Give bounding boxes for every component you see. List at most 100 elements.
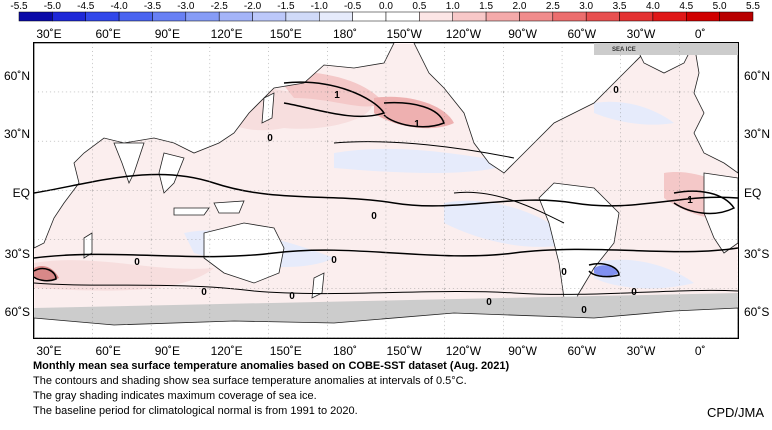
colorbar-swatch (152, 11, 187, 22)
sst-anomaly-map: 1 1 0 0 0 1 0 0 0 0 0 0 0 0 (33, 42, 739, 339)
colorbar-tick-label: -4.0 (110, 1, 128, 12)
colorbar-swatch (552, 11, 587, 22)
colorbar-swatch (85, 11, 120, 22)
colorbar-tick-label: 2.5 (546, 1, 560, 12)
colorbar-tick-label: -5.0 (44, 1, 62, 12)
longitude-label: 120˚W (445, 344, 482, 358)
longitude-label: 90˚E (154, 27, 181, 41)
longitude-label: 120˚E (210, 27, 243, 41)
longitude-label: 150˚W (386, 27, 422, 41)
colorbar-tick-label: -2.5 (211, 1, 229, 12)
contour-value-label: 0 (331, 255, 337, 266)
colorbar-tick-label: -0.5 (344, 1, 362, 12)
contour-value-label: 1 (334, 90, 340, 101)
colorbar-swatch (252, 11, 287, 22)
colorbar-swatch (485, 11, 520, 22)
colorbar-tick-label: 2.0 (513, 1, 527, 12)
colorbar-tick-label: 5.0 (713, 1, 727, 12)
latitude-label: 30˚S (744, 247, 770, 261)
colorbar-tick-label: 1.0 (446, 1, 460, 12)
map-caption: Monthly mean sea surface temperature ano… (33, 359, 509, 419)
caption-line-2: The gray shading indicates maximum cover… (33, 390, 317, 402)
colorbar-tick-label: -2.0 (244, 1, 262, 12)
longitude-label: 60˚E (95, 344, 121, 358)
colorbar-tick-label: -3.0 (177, 1, 195, 12)
contour-value-label: 0 (581, 305, 587, 316)
caption-line-3: The baseline period for climatological n… (33, 405, 358, 417)
longitude-label: 180˚ (332, 344, 358, 358)
colorbar-swatch (185, 11, 220, 22)
longitude-label: 60˚W (567, 27, 597, 41)
longitude-label: 60˚E (95, 27, 121, 41)
latitude-label: 30˚N (744, 127, 771, 141)
colorbar-swatch (319, 11, 353, 22)
colorbar-swatch (18, 11, 53, 22)
colorbar-swatch (218, 11, 253, 22)
longitude-label: 120˚W (445, 27, 482, 41)
contour-value-label: 1 (687, 195, 693, 206)
colorbar-tick-label: 3.0 (579, 1, 593, 12)
colorbar-tick-label: -5.5 (10, 1, 28, 12)
colorbar-tick-label: 3.5 (613, 1, 627, 12)
contour-value-label: 0 (134, 257, 140, 268)
longitude-label: 150˚W (386, 344, 422, 358)
contour-value-label: 0 (201, 287, 207, 298)
latitude-label: 30˚N (3, 127, 30, 141)
sea-ice-label: SEA ICE (612, 47, 636, 53)
colorbar-swatch (352, 11, 387, 22)
latitude-label: EQ (744, 186, 762, 200)
colorbar-tick-label: 4.5 (679, 1, 693, 12)
caption-line-1: The contours and shading show sea surfac… (33, 375, 467, 387)
colorbar-swatch (52, 11, 86, 22)
longitude-label: 30˚E (36, 27, 62, 41)
graticule (34, 43, 738, 338)
longitude-label: 0˚ (694, 27, 706, 41)
longitude-label: 120˚E (210, 344, 243, 358)
longitude-label: 90˚E (154, 344, 181, 358)
colorbar-tick-label: -1.5 (277, 1, 295, 12)
longitude-label: 0˚ (694, 344, 706, 358)
contour-value-label: 0 (486, 297, 492, 308)
colorbar-swatch (385, 11, 420, 22)
colorbar-swatch (719, 11, 754, 22)
contour-value-label: 0 (561, 267, 567, 278)
colorbar-swatch (519, 11, 554, 22)
longitude-label: 180˚ (332, 27, 358, 41)
longitude-label: 60˚W (567, 344, 597, 358)
contour-value-label: 0 (289, 291, 295, 302)
colorbar-tick-label: 1.5 (479, 1, 493, 12)
color-scale-bar: -5.5 -5.0 -4.5 -4.0 -3.5 -3.0 -2.5 -2.0 -1.5 -1.0… (10, 1, 760, 22)
colorbar-tick-label: 5.5 (746, 1, 760, 12)
latitude-label: 60˚S (744, 305, 770, 319)
latitude-label: 60˚S (4, 305, 30, 319)
colorbar-swatch (419, 11, 453, 22)
contour-value-label: 0 (613, 85, 619, 96)
contour-label-layer: 1 1 0 0 0 1 0 0 0 0 0 0 0 0 (134, 85, 693, 316)
colorbar-tick-label: -4.5 (77, 1, 95, 12)
latitude-label: 60˚N (3, 69, 30, 83)
latitude-label: EQ (12, 186, 30, 200)
colorbar-swatch (118, 11, 153, 22)
credit-label: CPD/JMA (706, 405, 764, 420)
longitude-label: 150˚E (269, 27, 302, 41)
colorbar-swatch (686, 11, 720, 22)
colorbar-swatch (585, 11, 620, 22)
longitude-label: 150˚E (269, 344, 302, 358)
colorbar-tick-label: 0.5 (412, 1, 426, 12)
longitude-label: 30˚W (626, 344, 656, 358)
colorbar-tick-label: -3.5 (144, 1, 162, 12)
latitude-label: 30˚S (4, 247, 30, 261)
colorbar-tick-label: -1.0 (311, 1, 329, 12)
caption-title: Monthly mean sea surface temperature ano… (33, 360, 510, 372)
colorbar-tick-label: 0.0 (379, 1, 393, 12)
longitude-label: 30˚W (626, 27, 656, 41)
contour-value-label: 0 (371, 211, 377, 222)
longitude-label: 30˚E (36, 344, 62, 358)
latitude-label: 60˚N (744, 69, 771, 83)
contour-value-label: 0 (267, 133, 273, 144)
longitude-label: 90˚W (508, 344, 537, 358)
contour-value-label: 0 (631, 287, 637, 298)
contour-value-label: 1 (414, 119, 420, 130)
colorbar-swatch (619, 11, 654, 22)
colorbar-swatch (652, 11, 687, 22)
